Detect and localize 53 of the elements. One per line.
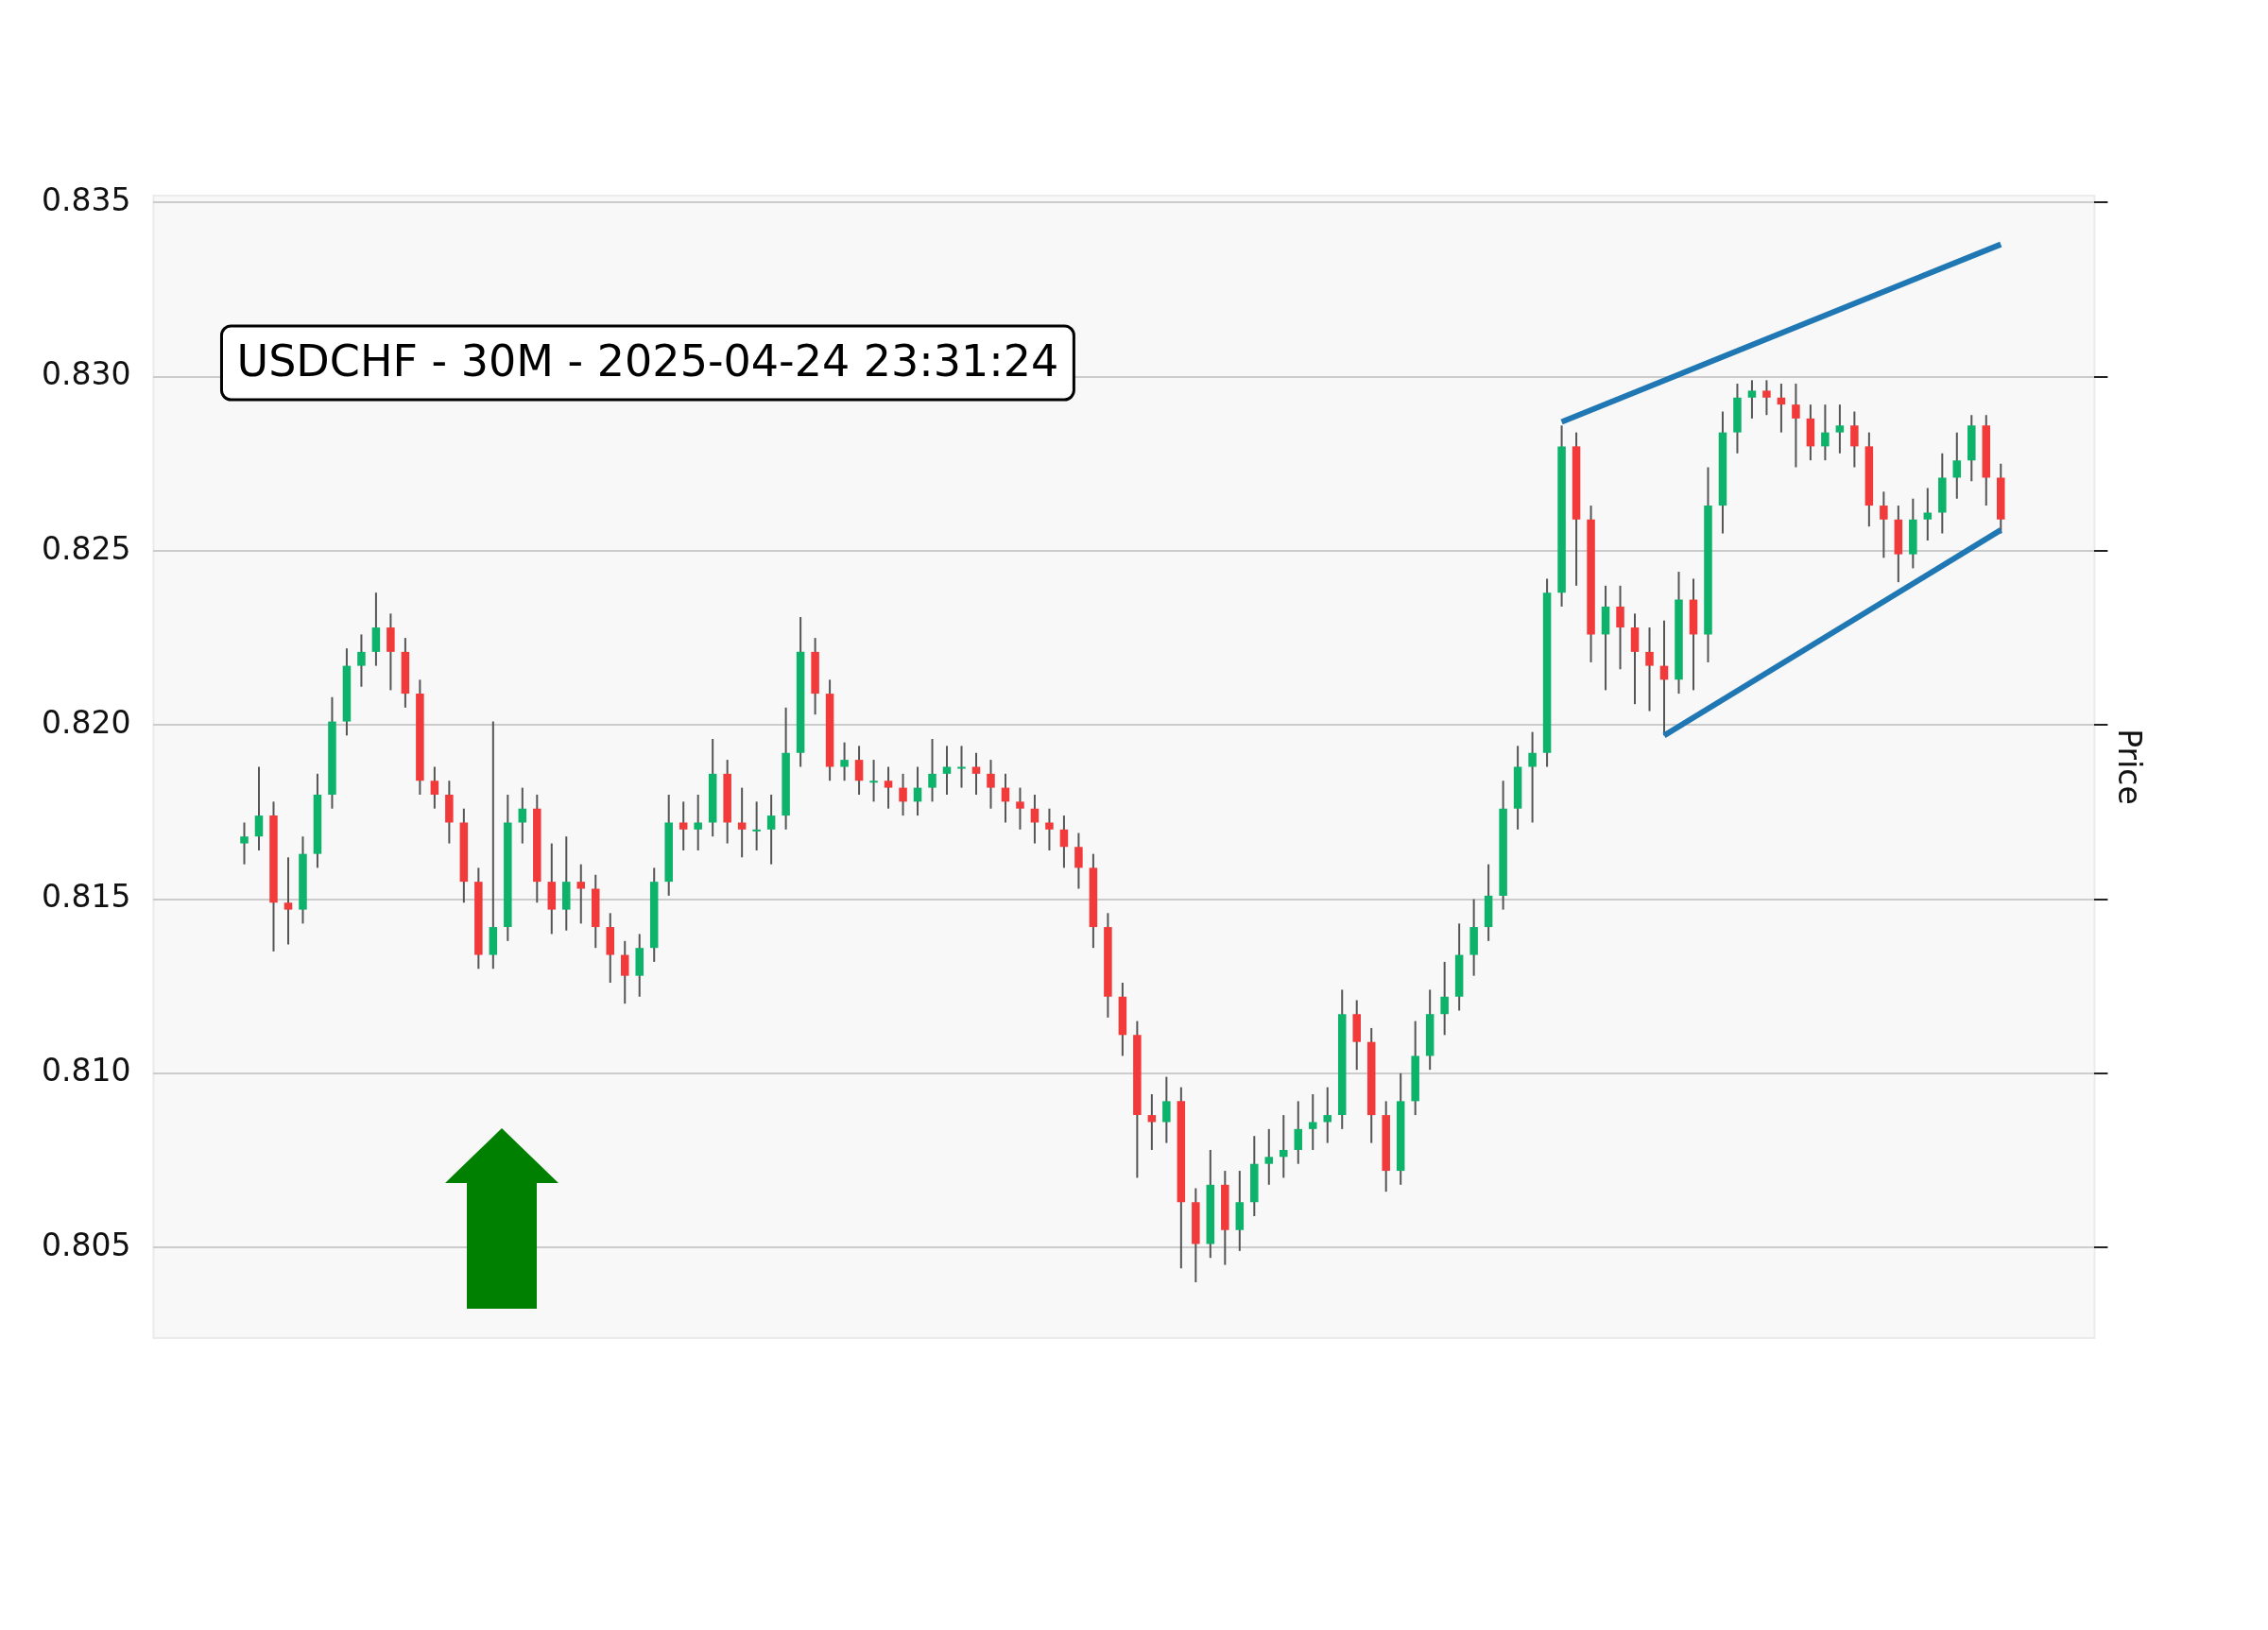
candlestick [1059,815,1069,869]
candlestick [1880,490,1888,559]
candlestick [1016,786,1024,831]
candlestick [1835,403,1845,455]
candlestick [1923,487,1933,541]
candlestick [840,741,849,782]
candlestick [1440,960,1449,1037]
candlestick [240,821,249,866]
candlestick [357,633,366,688]
candlestick [1747,379,1757,420]
candlestick [1308,1092,1317,1151]
candlestick [1616,584,1624,671]
candlestick [430,765,439,810]
candlestick [854,745,864,796]
candlestick [254,765,264,851]
y-tick-label: 0.830 [41,355,131,393]
candlestick [1264,1127,1274,1186]
candlestick [1323,1086,1332,1144]
candlestick [766,793,776,866]
y-tick-label: 0.810 [41,1052,131,1090]
candlestick [737,786,747,859]
candlestick [1294,1100,1303,1165]
candlestick [1762,379,1771,417]
candlestick [284,856,293,946]
candlestick [576,863,586,925]
candlestick [752,800,761,851]
candlestick [679,800,688,851]
candlestick [957,745,966,789]
candlestick [869,759,878,803]
candlestick [928,738,936,803]
candlestick [1162,1075,1171,1144]
y-tick-label: 0.805 [41,1226,131,1263]
candlestick [1074,832,1083,890]
candlestick [1645,626,1654,712]
candlestick [884,765,893,810]
candlestick [694,793,702,851]
y-tick-label: 0.835 [41,180,131,218]
candlestick [987,759,995,810]
candlestick [489,720,498,970]
candlestick [1821,403,1830,462]
candlestick [1792,383,1800,469]
candlestick [1528,730,1537,824]
candlestick [899,772,907,817]
y-tick-label: 0.820 [41,703,131,741]
y-tick-label: 0.815 [41,878,131,916]
candlestick [620,939,629,1005]
y-tick-label: 0.825 [41,529,131,567]
candlestick [1952,431,1962,500]
candlestick [1045,807,1054,851]
text: USDCHF - 30M - 2025-04-24 23:31:24 [236,335,1059,386]
candlestick [1280,1114,1288,1179]
y-axis-title: Price [2110,729,2148,805]
candlestick [1850,410,1859,469]
